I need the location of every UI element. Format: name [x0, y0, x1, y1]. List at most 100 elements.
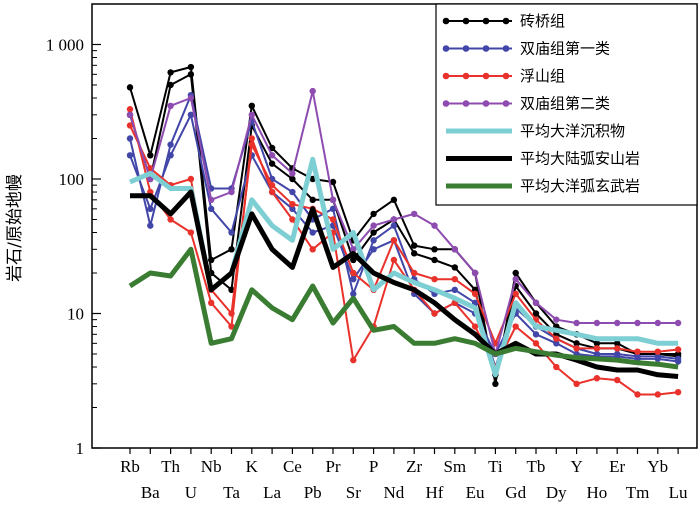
data-point — [674, 388, 682, 396]
data-point — [329, 205, 337, 213]
data-point — [634, 319, 641, 327]
x-tick-label: Ta — [223, 483, 240, 502]
x-tick-label: Hf — [426, 483, 444, 502]
data-point — [126, 135, 134, 142]
series-layer — [126, 63, 682, 398]
data-point — [471, 269, 479, 277]
legend-marker — [462, 45, 470, 52]
y-tick-label: 1 000 — [46, 35, 84, 54]
data-point — [593, 319, 601, 327]
data-point — [289, 175, 296, 183]
series-line — [129, 125, 679, 353]
data-point — [634, 391, 641, 398]
data-point — [573, 340, 580, 347]
x-tick-label: Dy — [546, 483, 567, 502]
data-point — [167, 102, 174, 110]
data-point — [573, 319, 580, 327]
data-point — [451, 246, 458, 253]
data-point — [228, 310, 235, 317]
data-point — [573, 380, 580, 388]
data-point — [289, 205, 296, 213]
legend-entry: 双庙组第二类 — [520, 95, 610, 113]
series-line — [128, 246, 679, 370]
x-tick-label: Yb — [647, 457, 668, 476]
series-line — [129, 109, 679, 396]
data-point — [228, 229, 235, 236]
data-point — [370, 229, 377, 236]
legend-entry: 平均大洋沉积物 — [520, 122, 625, 140]
data-point — [208, 196, 215, 204]
x-tick-label: Ti — [488, 457, 503, 476]
data-point — [248, 141, 255, 148]
data-point — [187, 229, 195, 236]
y-tick-label: 10 — [67, 304, 84, 323]
data-point — [532, 340, 540, 347]
legend-marker — [502, 100, 510, 107]
data-point — [532, 299, 540, 307]
x-tick-label: Nb — [201, 457, 222, 476]
y-tick-label: 1 — [76, 439, 85, 458]
data-point — [370, 222, 377, 229]
data-point — [268, 160, 276, 167]
data-point — [492, 380, 499, 388]
data-point — [248, 102, 255, 110]
data-point — [390, 216, 398, 223]
legend-marker — [442, 100, 450, 107]
legend-marker — [442, 45, 450, 52]
x-tick-label: Ce — [283, 457, 302, 476]
legend-entry: 浮山组 — [520, 67, 565, 85]
data-point — [390, 256, 398, 264]
data-point — [350, 275, 357, 283]
legend-marker — [462, 100, 470, 107]
x-tick-label: Nd — [384, 483, 405, 502]
data-point — [248, 111, 255, 119]
data-point — [147, 152, 154, 159]
legend-entry: 平均大洋弧玄武岩 — [520, 177, 640, 195]
x-tick-label: Zr — [406, 457, 422, 476]
data-point — [268, 144, 276, 152]
data-point — [309, 196, 316, 204]
data-point — [167, 141, 174, 148]
data-point — [553, 340, 560, 347]
x-tick-label: Pr — [325, 457, 340, 476]
data-point — [228, 246, 235, 253]
x-tick-label: Ho — [587, 483, 608, 502]
legend: 砖桥组双庙组第一类浮山组双庙组第二类平均大洋沉积物平均大陆弧安山岩平均大洋弧玄武… — [435, 3, 698, 206]
data-point — [187, 111, 195, 119]
x-tick-label: Y — [570, 457, 582, 476]
x-tick-label: U — [185, 483, 197, 502]
data-point — [431, 256, 438, 264]
data-point — [390, 222, 398, 229]
data-point — [431, 275, 438, 283]
data-point — [674, 346, 682, 353]
data-point — [451, 275, 458, 283]
data-point — [614, 345, 621, 352]
data-point — [654, 319, 661, 327]
data-point — [126, 84, 134, 91]
data-point — [248, 135, 255, 142]
x-tick-label: Gd — [505, 483, 526, 502]
data-point — [167, 216, 174, 223]
data-point — [411, 269, 418, 277]
data-point — [431, 222, 438, 229]
data-point — [126, 106, 134, 113]
data-point — [208, 205, 215, 213]
data-point — [431, 310, 438, 317]
data-point — [329, 178, 337, 186]
data-point — [228, 188, 235, 196]
data-point — [390, 237, 398, 244]
x-tick-label: Tb — [527, 457, 546, 476]
data-point — [471, 290, 479, 298]
data-point — [350, 246, 357, 253]
legend-marker — [442, 72, 450, 80]
legend-marker — [482, 72, 490, 80]
data-point — [147, 205, 154, 213]
data-point — [289, 216, 296, 223]
data-point — [309, 246, 316, 253]
data-point — [431, 246, 438, 253]
data-point — [187, 175, 195, 183]
data-point — [532, 310, 540, 317]
data-point — [634, 348, 641, 355]
data-point — [451, 286, 458, 294]
